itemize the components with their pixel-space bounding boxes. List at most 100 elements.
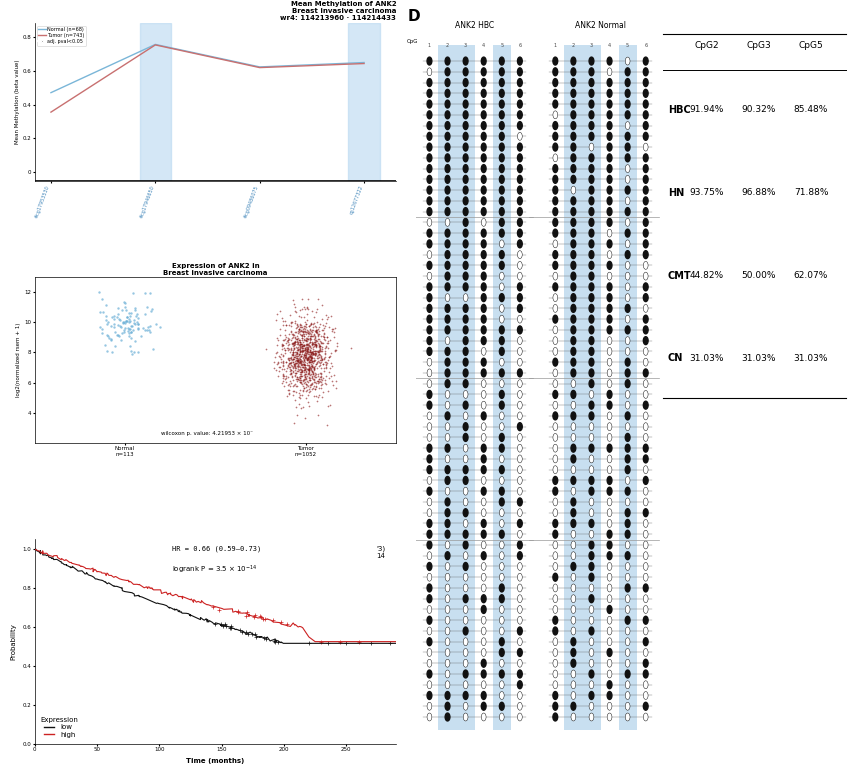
Point xyxy=(289,401,303,414)
Point xyxy=(292,322,306,335)
Point xyxy=(136,322,150,335)
Circle shape xyxy=(463,57,468,65)
Point xyxy=(319,356,333,368)
Point xyxy=(296,324,310,336)
Point xyxy=(304,369,318,381)
Circle shape xyxy=(445,111,450,119)
Point xyxy=(286,349,299,361)
Point xyxy=(295,341,309,353)
Point xyxy=(305,329,318,342)
Point xyxy=(126,324,140,336)
Point xyxy=(312,357,326,370)
Circle shape xyxy=(427,347,432,356)
Circle shape xyxy=(589,616,594,624)
Circle shape xyxy=(500,336,504,345)
Point xyxy=(295,377,309,390)
Circle shape xyxy=(553,68,557,76)
Circle shape xyxy=(589,508,594,517)
Point xyxy=(322,372,336,384)
Point xyxy=(297,345,311,357)
Circle shape xyxy=(482,100,486,108)
Circle shape xyxy=(445,143,450,151)
Circle shape xyxy=(482,380,486,388)
Point xyxy=(306,338,319,350)
Point xyxy=(314,367,328,379)
Point xyxy=(287,417,300,429)
Point xyxy=(303,400,317,412)
Point xyxy=(122,323,135,336)
Point xyxy=(306,343,319,355)
Point xyxy=(286,294,299,306)
Circle shape xyxy=(445,541,450,549)
Circle shape xyxy=(518,455,522,463)
Point xyxy=(309,377,323,390)
Point xyxy=(278,343,292,356)
Point xyxy=(115,304,129,316)
Point xyxy=(295,321,309,333)
Point xyxy=(324,357,338,370)
Point xyxy=(287,336,301,348)
Circle shape xyxy=(608,498,612,506)
Point xyxy=(285,354,299,367)
Point xyxy=(312,348,326,360)
Circle shape xyxy=(608,422,612,431)
Point xyxy=(302,362,316,374)
Circle shape xyxy=(571,702,576,710)
Circle shape xyxy=(626,594,630,603)
Point xyxy=(293,321,306,333)
Point xyxy=(315,353,329,366)
Point xyxy=(302,370,316,383)
Point xyxy=(302,339,316,351)
Point xyxy=(294,338,308,350)
Text: D: D xyxy=(407,9,420,24)
Point xyxy=(303,353,317,366)
Point xyxy=(313,318,327,330)
Point xyxy=(300,347,314,360)
Circle shape xyxy=(445,164,450,173)
Circle shape xyxy=(643,401,648,409)
Point xyxy=(293,356,306,369)
Circle shape xyxy=(608,530,612,538)
Point xyxy=(294,367,308,379)
Circle shape xyxy=(445,358,450,366)
Point xyxy=(290,354,304,367)
Point xyxy=(299,341,313,353)
Point xyxy=(121,310,135,322)
Point xyxy=(293,361,307,374)
Legend: low, high: low, high xyxy=(38,715,81,741)
Circle shape xyxy=(500,670,504,678)
Circle shape xyxy=(553,197,557,205)
Point xyxy=(302,350,316,363)
Circle shape xyxy=(427,466,432,474)
Point xyxy=(126,287,140,299)
Circle shape xyxy=(643,541,648,549)
Point xyxy=(306,365,319,377)
Point xyxy=(292,370,306,383)
Point xyxy=(101,315,115,328)
Circle shape xyxy=(427,691,432,700)
Circle shape xyxy=(518,240,522,248)
Circle shape xyxy=(482,519,486,528)
Circle shape xyxy=(463,154,468,162)
Circle shape xyxy=(643,649,648,656)
Point xyxy=(304,329,318,342)
Circle shape xyxy=(500,219,504,226)
Point xyxy=(306,367,319,380)
Circle shape xyxy=(445,649,450,656)
Point xyxy=(294,324,308,336)
Point xyxy=(313,367,327,380)
Circle shape xyxy=(553,422,557,431)
Point xyxy=(305,348,318,360)
Point xyxy=(287,338,301,350)
Point xyxy=(312,408,325,421)
Circle shape xyxy=(553,283,557,291)
Point xyxy=(312,351,326,363)
Circle shape xyxy=(626,552,630,560)
Circle shape xyxy=(427,594,432,603)
Point xyxy=(312,373,326,385)
Circle shape xyxy=(589,272,594,280)
Circle shape xyxy=(608,219,612,226)
Circle shape xyxy=(482,508,486,517)
Point xyxy=(329,344,343,357)
Circle shape xyxy=(500,487,504,495)
